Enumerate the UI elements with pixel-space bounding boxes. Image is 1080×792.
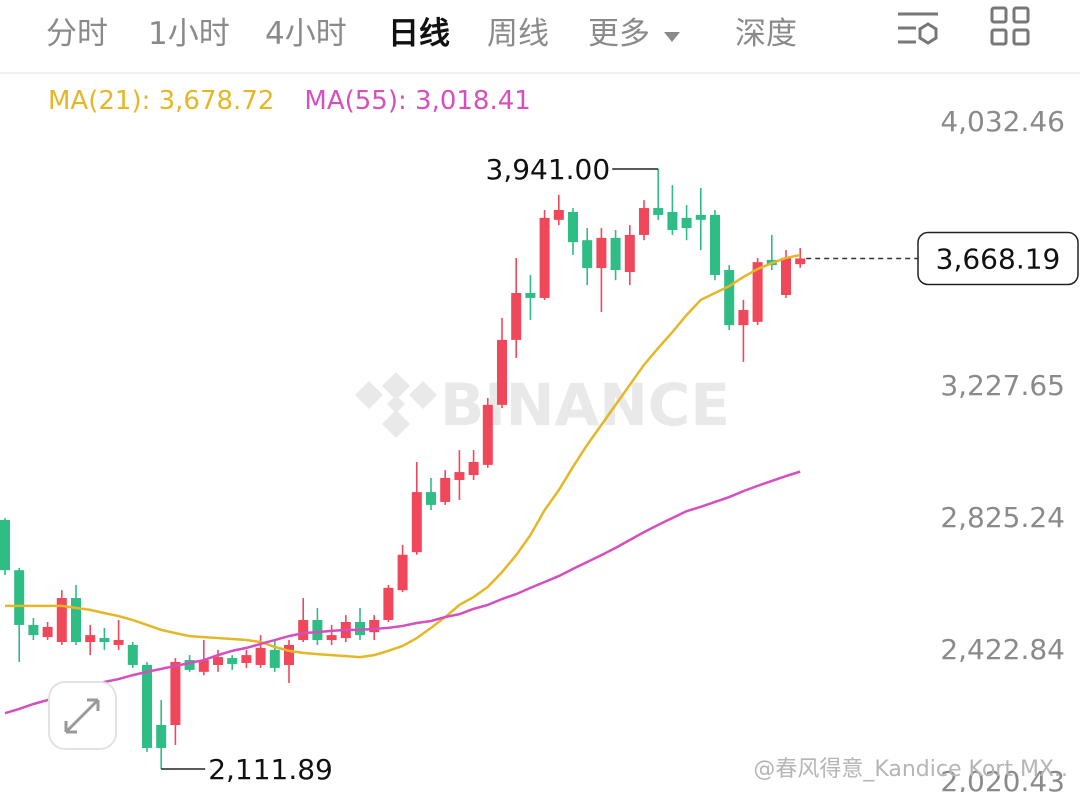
- tab[interactable]: 分时: [46, 16, 108, 52]
- tab[interactable]: 深度: [735, 16, 797, 52]
- legend: MA(21)3,678.72 MA(55)3,018.41: [48, 86, 561, 116]
- candle-body: [411, 492, 422, 553]
- candle-body: [170, 662, 181, 725]
- candle-body: [440, 477, 451, 502]
- candle-body: [525, 292, 536, 298]
- tab[interactable]: 4小时: [265, 16, 347, 52]
- candle-body: [553, 210, 564, 220]
- candle-body: [653, 208, 664, 215]
- candle-body: [127, 644, 138, 665]
- candle-body: [156, 724, 167, 748]
- candle-body: [326, 635, 337, 641]
- candle-body: [99, 638, 110, 643]
- candle-body: [85, 635, 96, 643]
- candle-body: [14, 570, 25, 625]
- candle-body: [284, 644, 294, 665]
- y-tick-label: 4,032.46: [940, 105, 1065, 138]
- current-price-box: [917, 231, 1079, 286]
- candle-body: [752, 262, 763, 322]
- candle-body: [781, 257, 791, 295]
- candle-body: [227, 658, 238, 664]
- candle-body: [482, 404, 493, 465]
- candle-body: [582, 240, 593, 269]
- candle-body: [369, 620, 380, 633]
- candle-body: [0, 519, 10, 571]
- candle-body: [624, 234, 635, 273]
- candle-body: [497, 339, 507, 405]
- candle-body: [383, 587, 394, 621]
- legend-value: 3,018.41: [415, 86, 531, 116]
- layout-icon[interactable]: [990, 6, 1030, 46]
- legend-name: MA(55): [304, 86, 415, 116]
- ma-line: [4, 470, 801, 715]
- legend-value: 3,678.72: [158, 86, 275, 116]
- legend-name: MA(21): [48, 86, 159, 116]
- tab[interactable]: 周线: [487, 16, 549, 52]
- candle-body: [113, 640, 124, 645]
- legend-entry: MA(21)3,678.72: [48, 86, 274, 116]
- tab[interactable]: 更多: [588, 8, 680, 53]
- ma-line: [5, 253, 801, 659]
- y-tick-label: 3,227.65: [940, 369, 1065, 402]
- settings-icon[interactable]: [898, 12, 938, 45]
- candle-body: [397, 554, 408, 591]
- expand-button[interactable]: [48, 681, 117, 750]
- candle-body: [255, 647, 266, 665]
- y-tick-label: 2,422.84: [940, 633, 1065, 666]
- candle-body: [142, 664, 152, 748]
- candle-body: [198, 660, 209, 672]
- annotation-label: 3,941.00: [486, 153, 611, 186]
- candle-body: [468, 461, 479, 476]
- legend-entry: MA(55)3,018.41: [304, 86, 530, 116]
- candle-body: [639, 208, 649, 235]
- watermark-logo: [355, 372, 437, 438]
- credit: @春风得意_Kandice Kort MX..: [753, 757, 1068, 782]
- candle-body: [42, 626, 53, 638]
- candle-body: [695, 214, 706, 220]
- candle-body: [184, 660, 195, 670]
- candle-body: [454, 472, 465, 480]
- candle-body: [568, 211, 578, 243]
- candle-body: [724, 270, 735, 326]
- candle-body: [312, 620, 323, 641]
- candle-body: [667, 211, 678, 231]
- candle-body: [610, 237, 621, 271]
- y-tick-label: 2,020.43: [940, 765, 1065, 792]
- current-price-label: 3,668.19: [936, 242, 1061, 275]
- candle-body: [298, 620, 309, 641]
- candle-body: [738, 310, 749, 326]
- candle-body: [213, 657, 223, 665]
- candle-body: [71, 598, 81, 643]
- candle-body: [241, 655, 252, 663]
- tab[interactable]: 1小时: [148, 16, 230, 52]
- candle-body: [710, 214, 720, 275]
- candle-body: [795, 258, 806, 265]
- annotation-label: 2,111.89: [208, 753, 333, 786]
- candle-body: [511, 292, 522, 340]
- tab[interactable]: 日线: [388, 16, 450, 52]
- candle-body: [28, 624, 39, 636]
- candle-body: [355, 621, 365, 636]
- candle-body: [426, 492, 436, 505]
- candle-body: [56, 598, 67, 643]
- candle-body: [681, 217, 692, 229]
- candle-body: [269, 649, 280, 668]
- candle-body: [596, 237, 607, 269]
- candle-body: [539, 217, 550, 298]
- y-tick-label: 2,825.24: [940, 501, 1065, 534]
